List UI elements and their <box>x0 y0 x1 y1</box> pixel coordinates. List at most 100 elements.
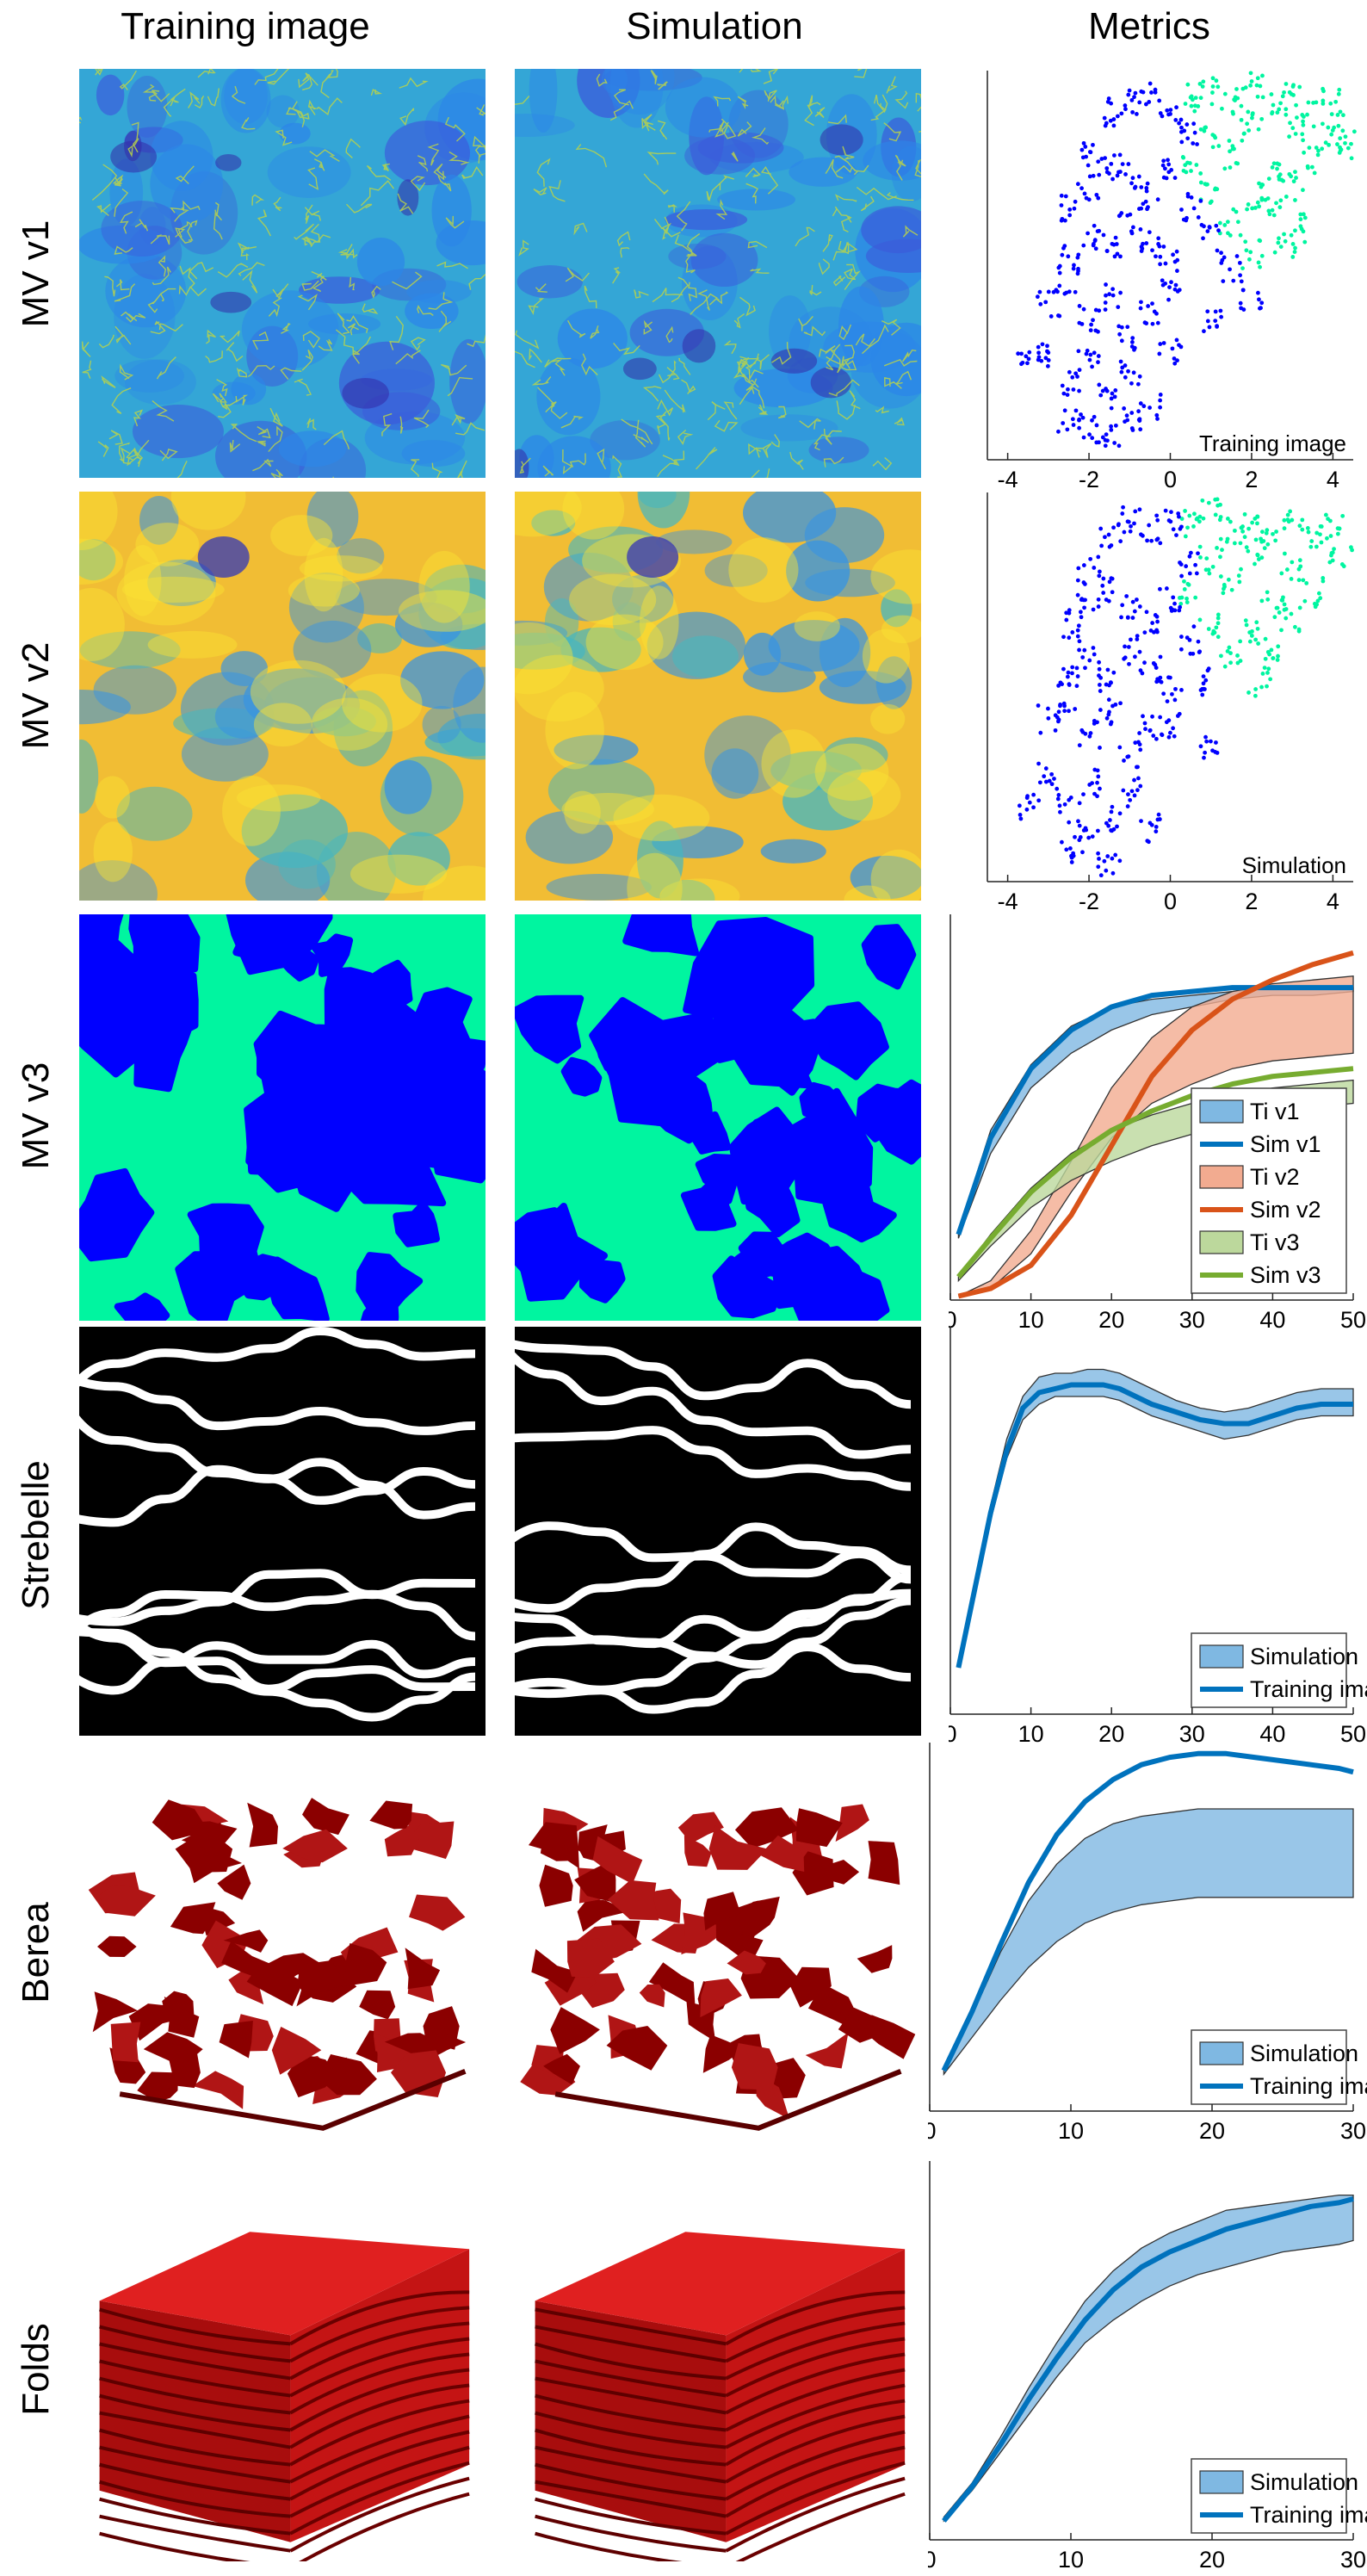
scatter-point <box>1185 635 1190 641</box>
scatter-point <box>1215 503 1221 508</box>
scatter-point <box>1137 649 1142 654</box>
scatter-point <box>1120 511 1125 516</box>
scatter-point <box>1081 563 1086 567</box>
scatter-point <box>1228 660 1234 666</box>
scatter-point <box>1248 250 1253 255</box>
chart-axes: 0 10 20 30 <box>928 2161 1366 2573</box>
scatter-point <box>1231 278 1236 283</box>
scatter-point <box>1058 680 1063 685</box>
scatter-point <box>1060 216 1065 221</box>
scatter-point <box>1258 84 1263 89</box>
scatter-point <box>1234 160 1239 165</box>
scatter-point <box>1260 73 1265 78</box>
scatter-point <box>1149 538 1154 543</box>
scatter-point <box>1066 387 1070 392</box>
scatter-point <box>1250 111 1255 115</box>
scatter-point <box>1138 668 1143 673</box>
scatter-point <box>1127 88 1132 93</box>
scatter-point <box>1104 282 1108 287</box>
scatter-point <box>1283 107 1289 112</box>
scatter-point <box>1017 803 1022 808</box>
scatter-point <box>1191 206 1197 211</box>
scatter-point <box>1276 644 1281 649</box>
scatter-point <box>1074 666 1079 671</box>
scatter-point <box>1116 522 1121 527</box>
scatter-point <box>1075 628 1080 633</box>
scatter-point <box>1287 134 1292 139</box>
scatter-point <box>1282 90 1286 95</box>
scatter-point <box>1137 207 1141 211</box>
scatter-point <box>1107 171 1111 176</box>
scatter-point <box>1166 297 1171 302</box>
scatter-point <box>1292 250 1297 254</box>
scatter-point <box>1286 519 1291 524</box>
scatter-point <box>1227 139 1232 143</box>
scatter-point <box>1046 706 1050 711</box>
scatter-point <box>1197 544 1203 549</box>
scatter-point <box>1201 681 1206 686</box>
scatter-point <box>1184 218 1189 223</box>
scatter-point <box>1098 393 1104 398</box>
scatter-point <box>1107 292 1112 297</box>
scatter-point <box>1198 180 1203 185</box>
scatter-point <box>1071 851 1076 856</box>
scatter-point <box>1168 605 1173 610</box>
scatter-point <box>1031 805 1036 810</box>
scatter-point <box>1262 546 1267 551</box>
scatter-point <box>1102 115 1107 121</box>
scatter-point <box>1171 595 1176 600</box>
scatter-point <box>1197 519 1202 524</box>
legend-label: Simulation <box>1250 2040 1358 2066</box>
scatter-point <box>1056 683 1061 688</box>
scatter-point <box>1103 535 1107 540</box>
scatter-point <box>1276 240 1281 245</box>
scatter-point <box>1051 289 1056 294</box>
scatter-point <box>1230 144 1235 149</box>
scatter-point <box>1291 179 1296 184</box>
scatter-point <box>1132 521 1136 526</box>
scatter-point <box>1194 163 1199 167</box>
scatter-point <box>1336 91 1341 96</box>
scatter-point <box>1158 541 1163 546</box>
scatter-point <box>1060 839 1064 845</box>
scatter-point <box>1122 529 1127 535</box>
scatter-point <box>1096 354 1101 358</box>
scatter-point <box>1301 188 1305 193</box>
scatter-point <box>1293 228 1297 233</box>
scatter-point <box>1173 686 1178 691</box>
scatter-point <box>1177 596 1182 600</box>
scatter-point <box>1240 266 1245 270</box>
scatter-point <box>1193 562 1198 567</box>
scatter-point <box>1122 759 1126 763</box>
scatter-point <box>1081 828 1086 833</box>
scatter-point <box>1077 823 1082 828</box>
scatter-point <box>1155 619 1160 624</box>
scatter-point <box>1293 624 1297 629</box>
scatter-point <box>1110 856 1115 861</box>
scatter-point <box>1269 92 1274 96</box>
scatter-point <box>1092 350 1097 356</box>
scatter-point <box>1062 244 1067 249</box>
scatter-point <box>1084 351 1089 356</box>
scatter-point <box>1235 220 1240 225</box>
scatter-point <box>1115 824 1119 829</box>
scatter-point <box>1321 101 1326 106</box>
scatter-point <box>1129 523 1133 529</box>
scatter-point <box>1081 792 1086 797</box>
scatter-point <box>1088 328 1093 333</box>
scatter-point <box>1147 820 1153 826</box>
scatter-point <box>1137 731 1142 735</box>
chart-annotation: Training image <box>1199 430 1346 456</box>
scatter-point <box>1057 803 1062 808</box>
scatter-point <box>1258 264 1262 269</box>
scatter-point <box>1234 209 1239 214</box>
column-title-simulation: Simulation <box>626 5 803 47</box>
scatter-point <box>1105 667 1110 672</box>
scatter-point <box>1147 100 1152 104</box>
line-training-image <box>942 2196 1354 2523</box>
chart-legend: Simulation Training image <box>1191 1632 1367 1708</box>
scatter-point <box>1172 734 1177 739</box>
scatter-point <box>1147 523 1152 528</box>
scatter-point <box>1097 228 1102 233</box>
scatter-point <box>1209 102 1215 107</box>
